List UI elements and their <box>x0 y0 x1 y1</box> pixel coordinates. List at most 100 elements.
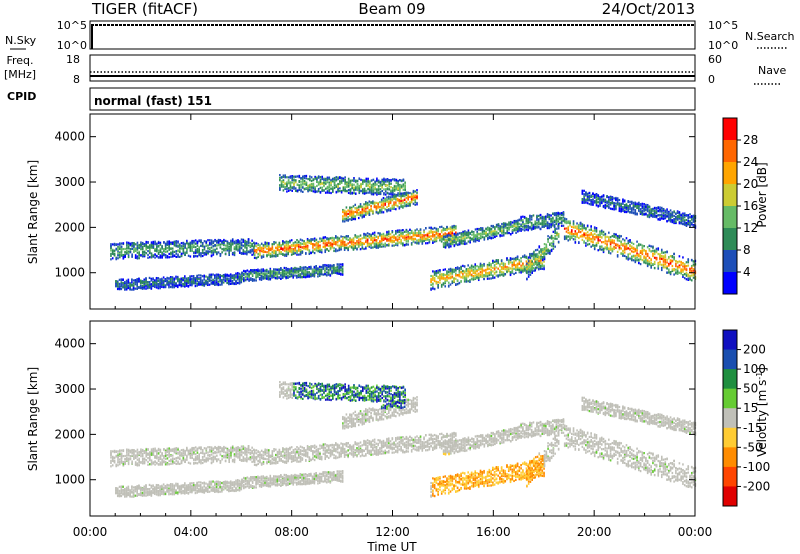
power-cell <box>141 281 144 284</box>
power-cell <box>193 241 195 244</box>
power-cell <box>155 280 158 283</box>
power-cell <box>293 175 295 178</box>
power-cell <box>324 191 327 194</box>
power-cell <box>485 234 487 237</box>
power-cell <box>282 189 285 192</box>
power-cell <box>342 241 344 244</box>
power-cell <box>186 248 188 251</box>
nsky-strip: N.Sky 10^5 10^0 10^5 10^0 N.Search <box>5 19 795 52</box>
power-cell <box>173 241 176 244</box>
power-cell <box>217 273 220 276</box>
power-cell <box>275 246 277 250</box>
power-cell <box>329 247 332 250</box>
power-cell <box>363 209 365 212</box>
power-cell <box>379 209 381 212</box>
power-cell <box>345 243 348 246</box>
power-cell <box>333 176 336 180</box>
power-cell <box>500 270 503 274</box>
power-cell <box>400 185 403 188</box>
power-cell <box>217 239 220 242</box>
power-cell <box>428 226 431 229</box>
power-cell <box>274 272 277 275</box>
power-cell <box>305 252 307 255</box>
power-cell <box>460 280 462 283</box>
power-cell <box>502 229 505 232</box>
power-cell <box>356 208 358 211</box>
power-cell <box>465 277 468 280</box>
power-cell <box>488 261 491 265</box>
power-cell <box>449 230 452 233</box>
power-cell <box>136 287 138 290</box>
power-cell <box>212 251 215 255</box>
power-cell <box>520 219 522 222</box>
power-cell <box>375 211 378 214</box>
power-cell <box>178 255 181 259</box>
power-cell <box>363 235 365 238</box>
power-cell <box>382 199 385 202</box>
power-cell <box>527 258 529 261</box>
power-cell <box>292 276 295 279</box>
power-cell <box>474 267 477 270</box>
power-cell <box>175 284 177 288</box>
power-cell <box>126 247 128 250</box>
power-cell <box>387 202 390 206</box>
power-cell <box>231 274 234 277</box>
power-cell <box>317 190 320 193</box>
power-cell <box>282 181 285 184</box>
power-cell <box>340 177 343 180</box>
power-cell <box>178 284 181 287</box>
power-cell <box>439 277 441 280</box>
power-cell <box>522 262 524 265</box>
power-cell <box>396 239 399 242</box>
nsky-tick-low: 10^0 <box>57 39 87 52</box>
power-cell <box>470 264 473 267</box>
power-cell <box>340 266 342 269</box>
power-cell <box>233 246 236 249</box>
power-cell <box>176 275 179 279</box>
power-cell <box>440 229 443 232</box>
power-cell <box>205 279 207 282</box>
power-cell <box>396 229 399 232</box>
power-cell <box>451 275 454 278</box>
power-cell <box>387 209 390 212</box>
power-cell <box>283 253 286 257</box>
power-cell <box>171 247 174 250</box>
power-cell <box>501 229 503 232</box>
power-cell <box>250 271 252 274</box>
power-cell <box>465 269 468 273</box>
power-cell <box>377 235 379 238</box>
power-cell <box>490 268 492 272</box>
power-cell <box>266 247 268 250</box>
power-cell <box>150 256 153 259</box>
power-cell <box>308 250 311 253</box>
power-cell <box>271 254 274 257</box>
power-cell <box>297 245 300 248</box>
power-cell <box>349 245 351 248</box>
power-cell <box>294 187 297 190</box>
power-cell <box>361 188 364 191</box>
power-cell <box>446 225 448 229</box>
power-cell <box>370 179 373 182</box>
power-cell <box>363 233 365 236</box>
power-cell <box>439 270 441 273</box>
power-cell <box>198 282 200 286</box>
power-cell <box>367 191 369 194</box>
power-cell <box>377 206 379 209</box>
power-cell <box>310 251 312 254</box>
power-cell <box>175 282 177 285</box>
power-cell <box>219 277 221 280</box>
power-cell <box>515 258 517 261</box>
power-cell <box>435 227 438 230</box>
power-cell <box>499 227 501 231</box>
power-cell <box>499 234 501 237</box>
power-cell <box>294 244 297 247</box>
power-cell <box>389 233 392 236</box>
power-cell <box>198 253 200 256</box>
power-data <box>110 173 697 291</box>
power-cell <box>386 200 388 203</box>
power-cell <box>345 217 348 221</box>
power-cell <box>312 182 315 185</box>
power-cell <box>397 185 399 188</box>
power-cell <box>350 214 353 218</box>
power-cell <box>292 268 295 272</box>
